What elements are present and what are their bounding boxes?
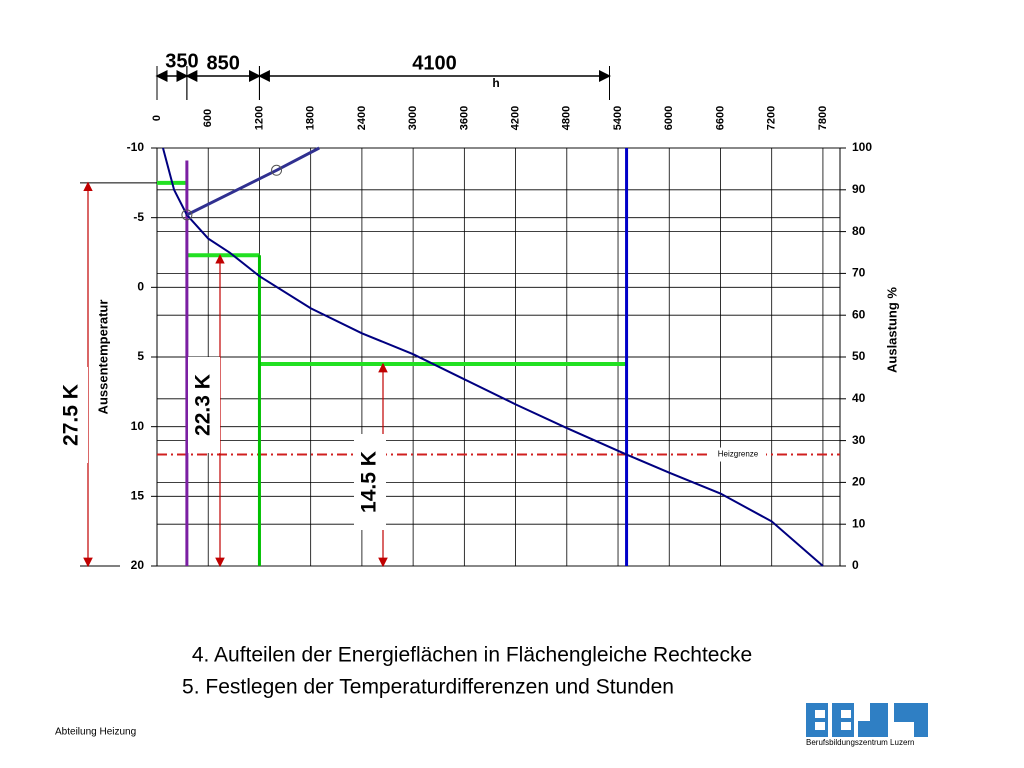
y2-tick-label: 100 — [852, 140, 872, 154]
y-axis-label: Aussentemperatur — [95, 300, 110, 415]
x-tick-label: 6600 — [714, 106, 726, 130]
x-tick-label: 1200 — [253, 106, 265, 130]
x-tick-label: 1800 — [305, 106, 317, 130]
y2-tick-label: 30 — [852, 433, 866, 447]
x-tick-label: 7200 — [766, 106, 778, 130]
tangent-marker — [271, 164, 283, 176]
x-tick-label: 0 — [151, 115, 163, 121]
y-tick-label: 15 — [131, 489, 145, 503]
y2-tick-label: 20 — [852, 475, 866, 489]
y-tick-label: -10 — [127, 140, 145, 154]
y2-tick-label: 70 — [852, 266, 866, 280]
y2-tick-label: 90 — [852, 182, 866, 196]
heizgrenze-label: Heizgrenze — [718, 450, 759, 459]
y-tick-label: 10 — [131, 419, 145, 433]
x-tick-label: 2400 — [356, 106, 368, 130]
x-tick-label: 3600 — [458, 106, 470, 130]
difference-label: 14.5 K — [358, 451, 381, 513]
x-tick-label: 7800 — [817, 106, 829, 130]
y-tick-label: 20 — [131, 558, 145, 572]
x-tick-label: 4200 — [509, 106, 521, 130]
difference-label: 27.5 K — [60, 384, 83, 446]
difference-label: 22.3 K — [192, 374, 215, 436]
x-tick-label: 5400 — [612, 106, 624, 130]
span-label: 350 — [165, 50, 198, 72]
footer: Abteilung Heizung — [55, 727, 136, 738]
curve — [162, 147, 824, 567]
tangent-line — [186, 146, 320, 217]
y2-axis-label: Auslastung % — [884, 287, 899, 373]
y-tick-label: -5 — [133, 210, 144, 224]
y2-tick-label: 50 — [852, 349, 866, 363]
label-bg — [710, 447, 766, 462]
label-bg — [188, 357, 220, 453]
note: 4. Aufteilen der Energieflächen in Fläch… — [192, 644, 752, 667]
y-tick-label: 5 — [137, 349, 144, 363]
y2-tick-label: 0 — [852, 558, 859, 572]
label-bg — [354, 434, 386, 530]
x-tick-label: 600 — [202, 109, 214, 127]
y2-tick-label: 10 — [852, 516, 866, 530]
x-tick-label: 4800 — [561, 106, 573, 130]
logo-text: Berufsbildungszentrum Luzern — [806, 738, 915, 747]
x-axis-label: h — [492, 76, 499, 90]
logo: Berufsbildungszentrum Luzern — [806, 703, 928, 747]
note: 5. Festlegen der Temperaturdifferenzen u… — [182, 676, 674, 699]
x-tick-label: 3000 — [407, 106, 419, 130]
span-label: 4100 — [412, 52, 457, 74]
tangent-marker — [181, 209, 193, 221]
y2-tick-label: 40 — [852, 391, 866, 405]
y-tick-label: 0 — [137, 280, 144, 294]
y2-tick-label: 60 — [852, 307, 866, 321]
x-tick-label: 6000 — [663, 106, 675, 130]
span-label: 850 — [206, 52, 239, 74]
label-bg — [56, 367, 88, 463]
y2-tick-label: 80 — [852, 224, 866, 238]
